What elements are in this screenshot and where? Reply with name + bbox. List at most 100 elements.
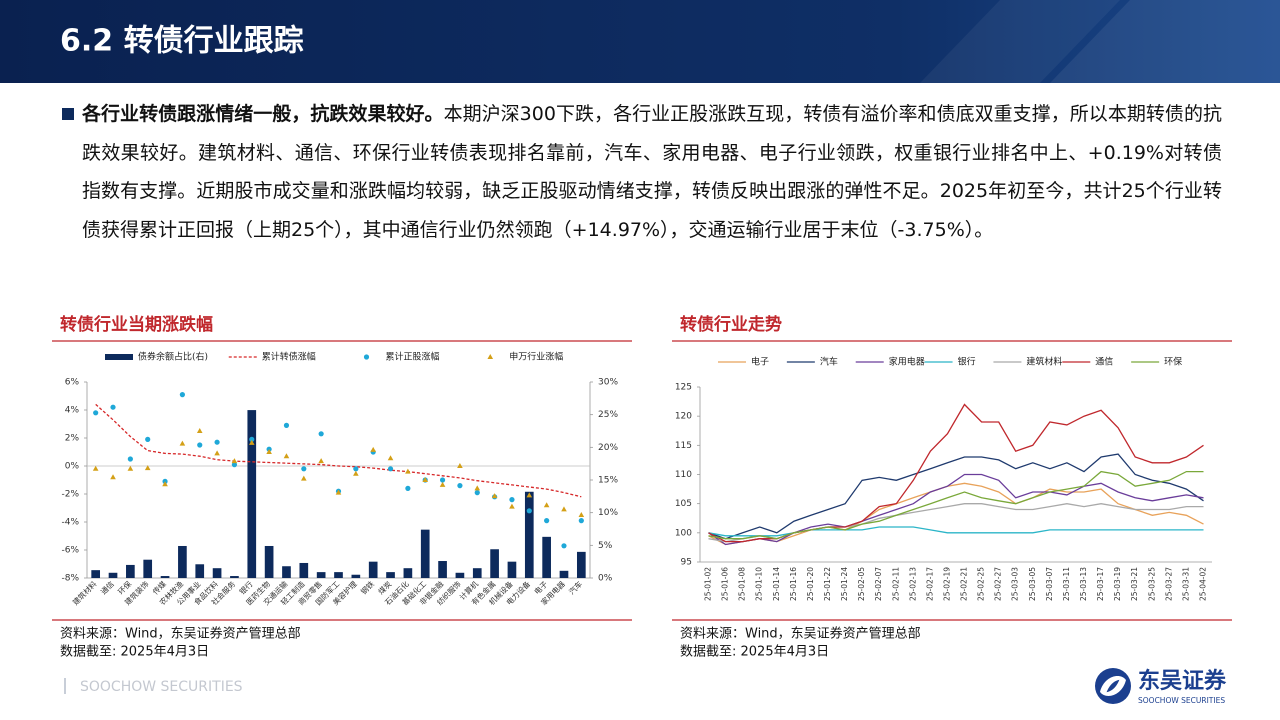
x-tick-label: 25-02-13 (908, 567, 917, 601)
scatter-point (283, 422, 290, 428)
date-note: 数据截至: 2025年4月3日 (60, 645, 209, 660)
line-series (708, 503, 1204, 543)
bar (576, 551, 586, 578)
bar (178, 545, 187, 578)
x-tick-label: 25-02-05 (857, 567, 866, 601)
bar (212, 568, 222, 578)
legend-label: 环保 (1164, 356, 1182, 368)
x-tick-label: 25-01-16 (789, 567, 798, 601)
x-tick-label: 25-02-19 (942, 567, 951, 601)
logo-en: SOOCHOW SECURITIES (1138, 696, 1225, 705)
bar (282, 566, 291, 578)
triangle-point (179, 440, 186, 446)
summary-lead: 各行业转债跟涨情绪一般，抗跌效果较好。 (82, 103, 444, 125)
y2-tick-label: 15% (598, 476, 618, 486)
y-tick-label: 6% (65, 378, 80, 388)
x-tick-label: 25-02-21 (960, 567, 969, 601)
triangle-point (353, 470, 359, 476)
scatter-point (301, 466, 307, 472)
scatter-point (544, 518, 550, 524)
legend-marker (487, 354, 494, 359)
y-tick-label: 105 (675, 499, 692, 509)
triangle-point (127, 465, 134, 471)
triangle-point (196, 428, 203, 433)
scatter-point (231, 462, 238, 468)
y2-tick-label: 10% (598, 508, 618, 518)
triangle-point (491, 493, 498, 499)
summary-body: 本期沪深300下跌，各行业正股涨跌互现，转债有溢价率和债底双重支撑，所以本期转债… (82, 103, 1222, 241)
x-tick-label: 25-03-07 (1045, 567, 1054, 601)
x-tick-label: 25-03-05 (1028, 567, 1037, 601)
bar (126, 564, 135, 578)
triangle-point (231, 458, 238, 464)
bar (316, 572, 326, 578)
scatter-point (457, 483, 463, 489)
source-note: 资料来源：Wind，东吴证券资产管理总部 (60, 626, 301, 642)
source-note: 资料来源：Wind，东吴证券资产管理总部 (680, 626, 921, 642)
x-tick-label: 25-01-14 (772, 567, 781, 601)
chart-title: 转债行业走势 (680, 314, 782, 335)
y-tick-label: 120 (675, 412, 692, 422)
line-series (708, 453, 1204, 540)
x-tick-label: 25-01-02 (704, 567, 713, 601)
legend-label: 汽车 (820, 356, 838, 368)
date-note: 数据截至: 2025年4月3日 (680, 645, 829, 660)
x-tick-label: 25-03-27 (1164, 567, 1173, 601)
logo-icon (1095, 668, 1131, 704)
bar (455, 572, 465, 578)
legend-label: 银行 (958, 356, 976, 368)
triangle-point (283, 453, 290, 459)
legend-swatch (105, 354, 133, 360)
scatter-point (93, 410, 99, 416)
scatter-point (526, 508, 532, 514)
x-tick-label: 25-01-10 (755, 567, 764, 601)
triangle-point (370, 446, 376, 452)
scatter-point (249, 436, 255, 442)
triangle-point (509, 503, 515, 509)
bar (524, 491, 534, 578)
triangle-point (578, 512, 585, 517)
y-tick-label: -2% (61, 490, 79, 500)
bar (195, 564, 205, 578)
y-tick-label: 2% (65, 434, 80, 444)
bar (264, 545, 274, 578)
x-tick-label: 钢铁 (358, 578, 376, 596)
triangle-point (387, 455, 394, 461)
legend-marker (363, 354, 370, 360)
x-tick-label: 25-02-27 (994, 567, 1003, 601)
triangle-point (405, 468, 411, 474)
legend-label: 电子 (751, 356, 769, 368)
bar (490, 549, 499, 578)
y2-tick-label: 5% (598, 541, 613, 551)
x-tick-label: 25-01-20 (806, 567, 815, 601)
triangle-point (110, 474, 116, 480)
scatter-point (214, 439, 220, 445)
y2-tick-label: 30% (598, 378, 618, 388)
y-tick-label: 125 (675, 383, 692, 393)
header-deco (920, 0, 1120, 83)
y2-tick-label: 0% (598, 574, 613, 584)
x-tick-label: 汽车 (566, 578, 584, 596)
bar (299, 562, 309, 578)
scatter-point (145, 436, 151, 442)
triangle-point (92, 465, 99, 471)
bar (160, 576, 170, 578)
bar (230, 576, 239, 578)
x-tick-label: 25-01-24 (840, 567, 849, 601)
chart-title: 转债行业当期涨跌幅 (60, 314, 213, 335)
x-tick-label: 25-03-13 (1079, 567, 1088, 601)
footer-bar (64, 678, 66, 694)
header-deco (1050, 0, 1280, 83)
x-tick-label: 通信 (98, 578, 116, 596)
summary: 各行业转债跟涨情绪一般，抗跌效果较好。本期沪深300下跌，各行业正股涨跌互现，转… (82, 95, 1222, 249)
bar (542, 536, 551, 578)
x-tick-label: 25-04-02 (1198, 567, 1207, 601)
x-tick-label: 25-01-06 (721, 567, 730, 601)
triangle-point (526, 492, 533, 498)
x-tick-label: 25-03-25 (1147, 567, 1156, 601)
x-tick-label: 25-02-11 (891, 567, 900, 601)
bar (420, 529, 430, 578)
triangle-point (561, 506, 567, 512)
x-tick-label: 25-02-25 (977, 567, 986, 601)
